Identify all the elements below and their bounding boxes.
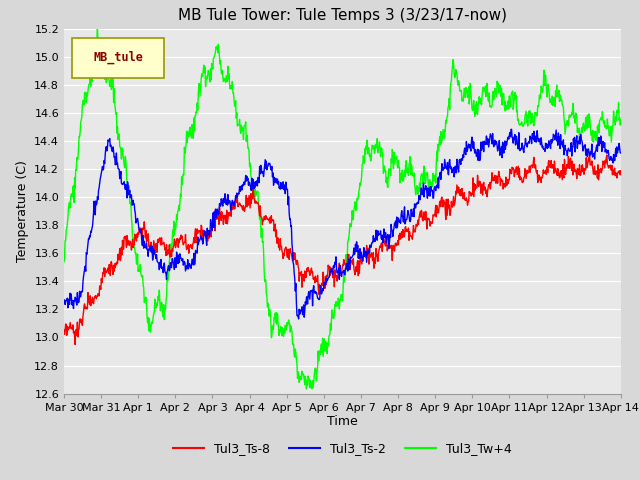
Tul3_Ts-8 xyxy=(286,248,294,253)
Tul3_Ts-2 xyxy=(443,167,451,172)
Tul3_Ts-8 xyxy=(118,244,125,250)
Tul3_Ts-8 xyxy=(495,168,502,174)
Tul3_Ts-8 xyxy=(306,273,314,278)
Tul3_Ts-8 xyxy=(71,342,79,348)
Line: Tul3_Ts-8: Tul3_Ts-8 xyxy=(64,152,621,345)
Tul3_Ts-2 xyxy=(306,296,314,302)
Y-axis label: Temperature (C): Temperature (C) xyxy=(16,160,29,262)
Tul3_Tw+4 xyxy=(286,321,294,327)
Tul3_Ts-2 xyxy=(495,145,502,151)
Tul3_Ts-2 xyxy=(295,316,303,322)
Tul3_Ts-8 xyxy=(617,168,625,173)
Tul3_Tw+4 xyxy=(506,93,513,99)
Tul3_Ts-8 xyxy=(586,149,593,155)
Tul3_Ts-2 xyxy=(505,136,513,142)
Tul3_Tw+4 xyxy=(118,156,125,162)
Tul3_Tw+4 xyxy=(617,118,625,123)
Tul3_Tw+4 xyxy=(60,259,68,265)
FancyBboxPatch shape xyxy=(72,38,164,78)
Line: Tul3_Tw+4: Tul3_Tw+4 xyxy=(64,29,621,389)
Tul3_Tw+4 xyxy=(307,378,314,384)
Tul3_Ts-2 xyxy=(60,300,68,305)
Tul3_Ts-8 xyxy=(505,177,513,182)
Tul3_Ts-2 xyxy=(508,126,515,132)
X-axis label: Time: Time xyxy=(327,415,358,429)
Tul3_Tw+4 xyxy=(303,386,310,392)
Tul3_Tw+4 xyxy=(93,26,101,32)
Line: Tul3_Ts-2: Tul3_Ts-2 xyxy=(64,129,621,319)
Tul3_Tw+4 xyxy=(495,83,503,89)
Tul3_Tw+4 xyxy=(444,113,451,119)
Tul3_Ts-2 xyxy=(117,168,125,174)
Tul3_Ts-2 xyxy=(617,150,625,156)
Tul3_Ts-2 xyxy=(285,210,293,216)
Title: MB Tule Tower: Tule Temps 3 (3/23/17-now): MB Tule Tower: Tule Temps 3 (3/23/17-now… xyxy=(178,9,507,24)
Tul3_Ts-8 xyxy=(443,213,451,218)
Tul3_Ts-8 xyxy=(60,327,68,333)
Text: MB_tule: MB_tule xyxy=(93,50,143,64)
Legend: Tul3_Ts-8, Tul3_Ts-2, Tul3_Tw+4: Tul3_Ts-8, Tul3_Ts-2, Tul3_Tw+4 xyxy=(168,437,517,460)
